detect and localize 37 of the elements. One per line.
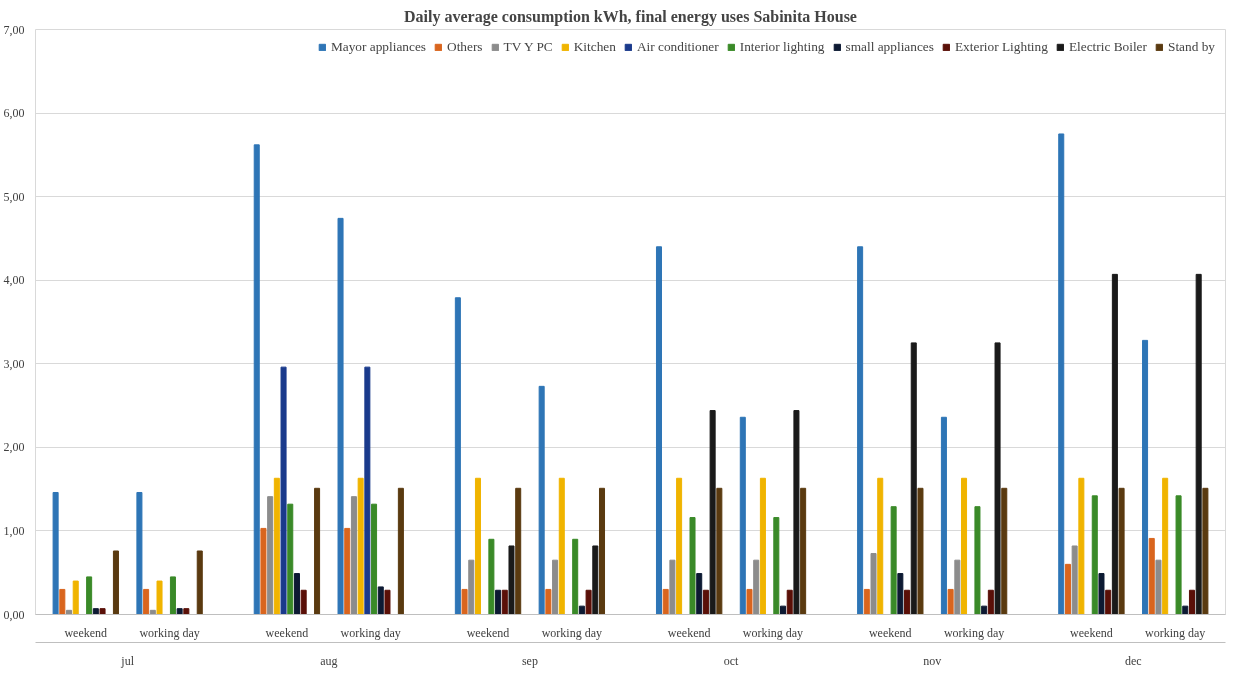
y-tick-label: 7,00 bbox=[3, 22, 25, 37]
x-tick-label: working day bbox=[1145, 625, 1206, 640]
x-tick-label: weekend bbox=[64, 625, 108, 640]
legend-label: Interior lighting bbox=[739, 39, 825, 55]
y-tick-label: 5,00 bbox=[3, 189, 25, 204]
legend-label: Electric Boiler bbox=[1068, 39, 1147, 55]
text: dec bbox=[1124, 653, 1142, 668]
text: aug bbox=[320, 653, 338, 668]
y-tick-label: 4,00 bbox=[3, 273, 25, 288]
x-tick-label: weekend bbox=[1070, 625, 1113, 640]
text: jul bbox=[120, 653, 135, 668]
y-tick-label: 1,00 bbox=[3, 523, 25, 538]
text: sep bbox=[521, 653, 538, 668]
x-tick-label: working day bbox=[742, 625, 804, 640]
legend-label: small appliances bbox=[845, 39, 934, 55]
y-tick-label: 3,00 bbox=[3, 356, 25, 371]
text: nov bbox=[923, 653, 942, 668]
chart-title: Daily average consumption kWh, final energy uses Sabinita House bbox=[404, 7, 857, 26]
x-tick-label: working day bbox=[139, 625, 200, 640]
legend-label: Stand by bbox=[1167, 39, 1215, 55]
x-tick-label: working day bbox=[943, 625, 1005, 640]
y-tick-label: 6,00 bbox=[3, 106, 25, 121]
legend-label: Kitchen bbox=[573, 39, 616, 55]
x-tick-label: working day bbox=[340, 625, 401, 640]
x-tick-label: weekend bbox=[667, 625, 711, 640]
legend-label: Exterior Lighting bbox=[954, 39, 1048, 55]
legend-label: TV Y PC bbox=[503, 39, 553, 55]
x-tick-label: weekend bbox=[466, 625, 510, 640]
legend-label: Air conditioner bbox=[636, 39, 719, 55]
x-tick-label: working day bbox=[541, 625, 603, 640]
x-tick-label: weekend bbox=[265, 625, 309, 640]
y-tick-label: 0,00 bbox=[3, 607, 25, 622]
x-tick-label: weekend bbox=[868, 625, 912, 640]
text: oct bbox=[723, 653, 740, 668]
y-tick-label: 2,00 bbox=[3, 440, 25, 455]
legend-label: Others bbox=[447, 39, 483, 55]
legend-label: Mayor appliances bbox=[330, 39, 427, 55]
